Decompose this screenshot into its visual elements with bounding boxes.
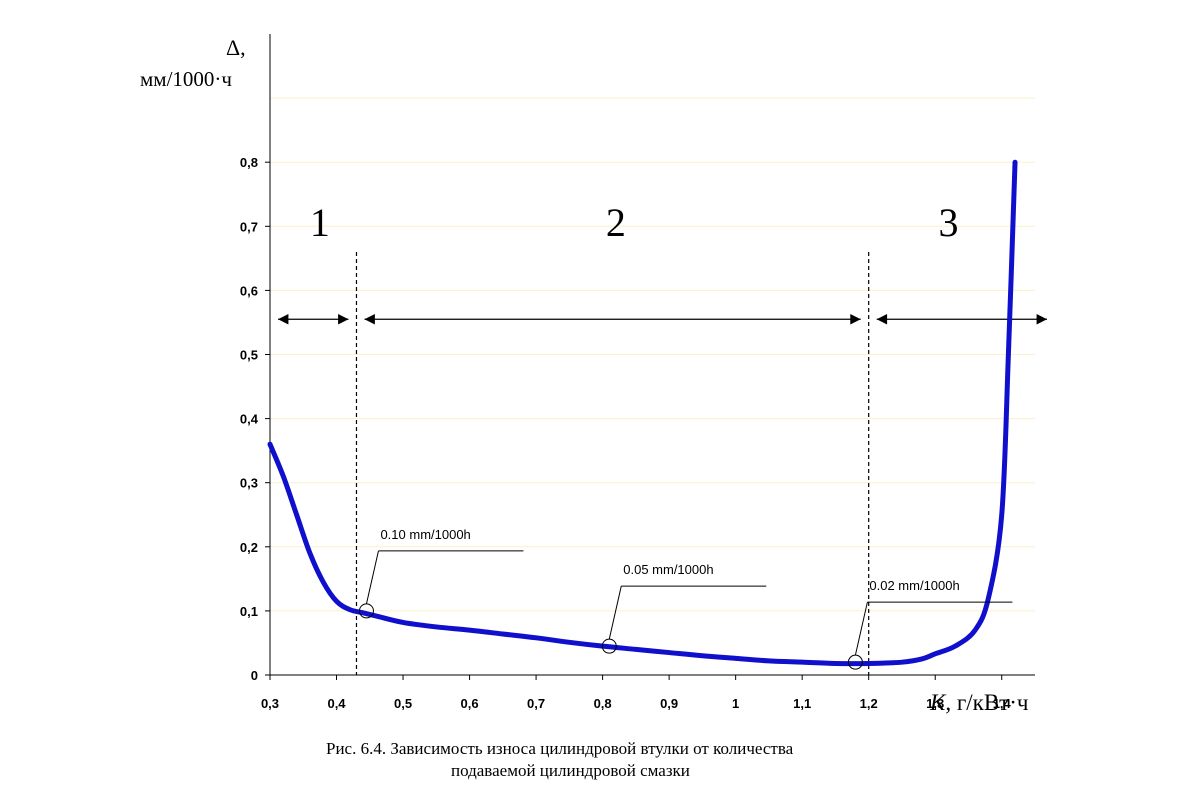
series-line: [267, 159, 1018, 667]
x-tick-label: 0,3: [261, 696, 279, 711]
zone-labels: 1 2 3: [310, 200, 959, 245]
y-tick-label: 0,5: [240, 348, 258, 363]
annotation-leader: [854, 602, 868, 656]
annotations: 0.10 mm/1000h 0.05 mm/1000h 0.02 mm/1000h: [358, 527, 1013, 670]
x-tick-label: 0,8: [594, 696, 612, 711]
x-tick-label: 0,7: [527, 696, 545, 711]
annotation-label: 0.02 mm/1000h: [869, 578, 959, 593]
y-tick-label: 0,6: [240, 283, 258, 298]
zone-boundaries: [355, 251, 870, 675]
y-tick-label: 0,3: [240, 476, 258, 491]
zone-label: 2: [606, 200, 626, 245]
x-ticks: 0,3 0,4 0,5 0,6 0,7 0,8 0,9 1 1,1 1,2 1,3 1,4: [261, 675, 1012, 711]
grid-lines: [270, 97, 1035, 612]
x-tick-label: 1: [732, 696, 739, 711]
zone-label: 1: [310, 200, 330, 245]
y-axis-label-symbol: Δ,: [226, 35, 246, 60]
caption-line-2: подаваемой цилиндровой смазки: [451, 761, 690, 780]
y-tick-label: 0: [251, 668, 258, 683]
zone-label: 3: [939, 200, 959, 245]
x-axis-label-symbol: K,: [929, 690, 951, 715]
x-tick-label: 1,1: [793, 696, 811, 711]
x-tick-label: 0,6: [461, 696, 479, 711]
y-tick-label: 0,7: [240, 219, 258, 234]
series-group: [267, 159, 1018, 667]
annotation-label: 0.05 mm/1000h: [623, 562, 713, 577]
x-tick-label: 1,4: [993, 696, 1012, 711]
x-axis-label: K, г/кВт·ч: [929, 690, 1029, 715]
y-ticks: 0 0,1 0,2 0,3 0,4 0,5 0,6 0,7 0,8: [240, 155, 270, 683]
x-axis-label-unit: г/кВт·ч: [951, 690, 1029, 715]
x-tick-label: 0,5: [394, 696, 412, 711]
y-tick-label: 0,2: [240, 540, 258, 555]
y-tick-label: 0,1: [240, 604, 258, 619]
y-axis-label-unit: мм/1000·ч: [140, 67, 232, 91]
annotation-leader: [365, 550, 379, 605]
annotation-leader: [608, 586, 622, 640]
x-tick-label: 0,4: [327, 696, 346, 711]
x-tick-label: 1,3: [926, 696, 944, 711]
caption-line-1: Рис. 6.4. Зависимость износа цилиндровой…: [326, 739, 794, 758]
y-tick-label: 0,4: [240, 412, 259, 427]
x-tick-label: 1,2: [860, 696, 878, 711]
x-tick-label: 0,9: [660, 696, 678, 711]
y-tick-label: 0,8: [240, 155, 258, 170]
annotation-label: 0.10 mm/1000h: [380, 527, 470, 542]
